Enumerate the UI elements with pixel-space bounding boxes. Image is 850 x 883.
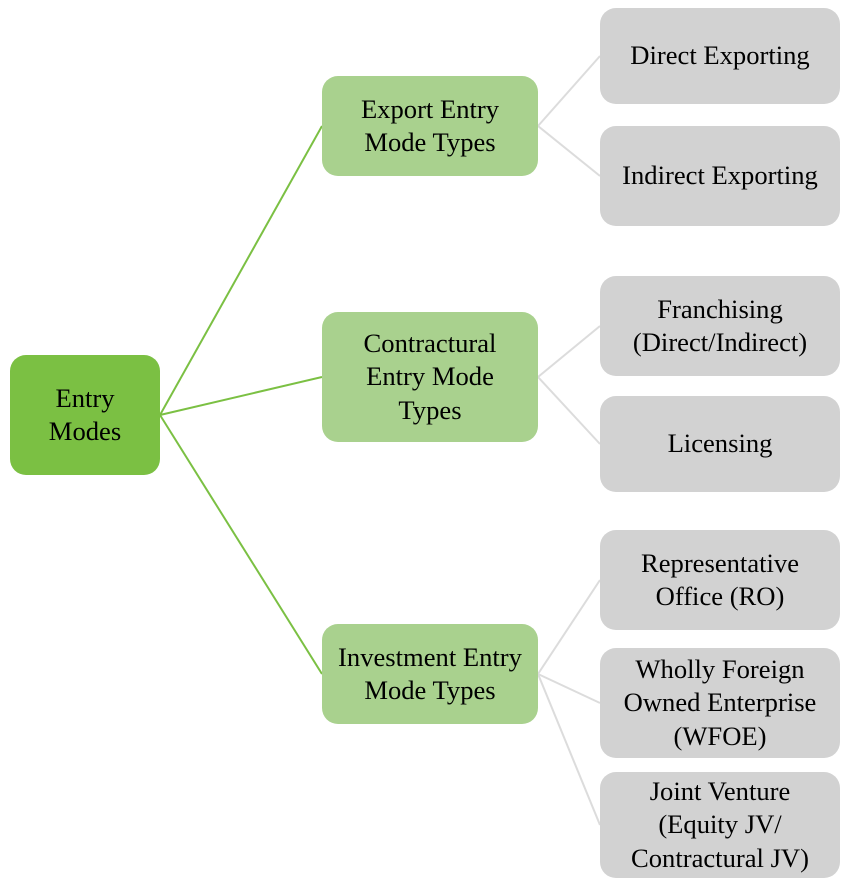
- node-contractual: Contractural Entry Mode Types: [322, 312, 538, 442]
- node-wfoe-label: Wholly Foreign Owned Enterprise (WFOE): [610, 653, 830, 753]
- connector-line: [538, 126, 600, 176]
- node-wfoe: Wholly Foreign Owned Enterprise (WFOE): [600, 648, 840, 758]
- node-ro-label: Representative Office (RO): [610, 547, 830, 613]
- node-jv: Joint Venture (Equity JV/ Contractural J…: [600, 772, 840, 878]
- node-root: Entry Modes: [10, 355, 160, 475]
- connector-line: [538, 674, 600, 825]
- node-indirect-exporting-label: Indirect Exporting: [622, 159, 818, 192]
- connector-line: [538, 674, 600, 703]
- node-licensing-label: Licensing: [668, 427, 773, 460]
- node-direct-exporting: Direct Exporting: [600, 8, 840, 104]
- connector-line: [160, 415, 322, 674]
- node-indirect-exporting: Indirect Exporting: [600, 126, 840, 226]
- node-investment: Investment Entry Mode Types: [322, 624, 538, 724]
- connector-line: [160, 126, 322, 415]
- node-franchising-label: Franchising (Direct/Indirect): [610, 293, 830, 359]
- connector-line: [538, 326, 600, 377]
- node-direct-exporting-label: Direct Exporting: [630, 39, 809, 72]
- node-contractual-label: Contractural Entry Mode Types: [332, 327, 528, 427]
- node-export-label: Export Entry Mode Types: [332, 93, 528, 159]
- connector-line: [538, 56, 600, 126]
- node-investment-label: Investment Entry Mode Types: [332, 641, 528, 707]
- connector-line: [538, 377, 600, 444]
- connector-line: [538, 580, 600, 674]
- node-export: Export Entry Mode Types: [322, 76, 538, 176]
- node-root-label: Entry Modes: [20, 382, 150, 448]
- connector-line: [160, 377, 322, 415]
- node-ro: Representative Office (RO): [600, 530, 840, 630]
- node-jv-label: Joint Venture (Equity JV/ Contractural J…: [610, 775, 830, 875]
- node-licensing: Licensing: [600, 396, 840, 492]
- node-franchising: Franchising (Direct/Indirect): [600, 276, 840, 376]
